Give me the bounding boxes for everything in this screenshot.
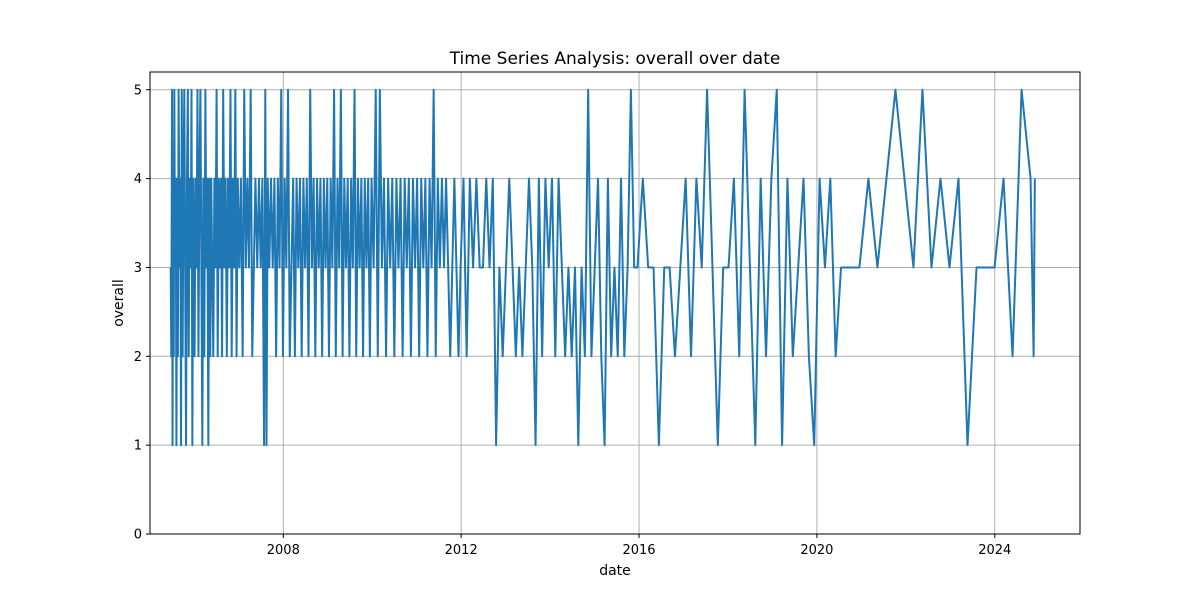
chart-title: Time Series Analysis: overall over date <box>449 49 781 69</box>
series-line <box>169 88 1036 447</box>
x-axis-label: date <box>599 563 631 579</box>
y-tick-label: 0 <box>134 528 142 543</box>
y-tick-label: 1 <box>134 439 142 454</box>
x-tick-label: 2016 <box>622 543 655 558</box>
x-tick-label: 2020 <box>800 543 833 558</box>
data-layer <box>169 88 1036 447</box>
x-tick-label: 2012 <box>445 543 478 558</box>
y-tick-label: 5 <box>134 83 142 98</box>
y-axis: 0 1 2 3 4 5 <box>134 83 150 543</box>
y-tick-label: 2 <box>134 350 142 365</box>
x-tick-label: 2008 <box>267 543 300 558</box>
x-axis: 2008 2012 2016 2020 2024 <box>267 534 1011 558</box>
x-tick-label: 2024 <box>978 543 1011 558</box>
y-axis-label: overall <box>111 279 127 327</box>
plot-frame <box>149 71 1081 535</box>
y-tick-label: 4 <box>134 172 142 187</box>
y-tick-label: 3 <box>134 261 142 276</box>
